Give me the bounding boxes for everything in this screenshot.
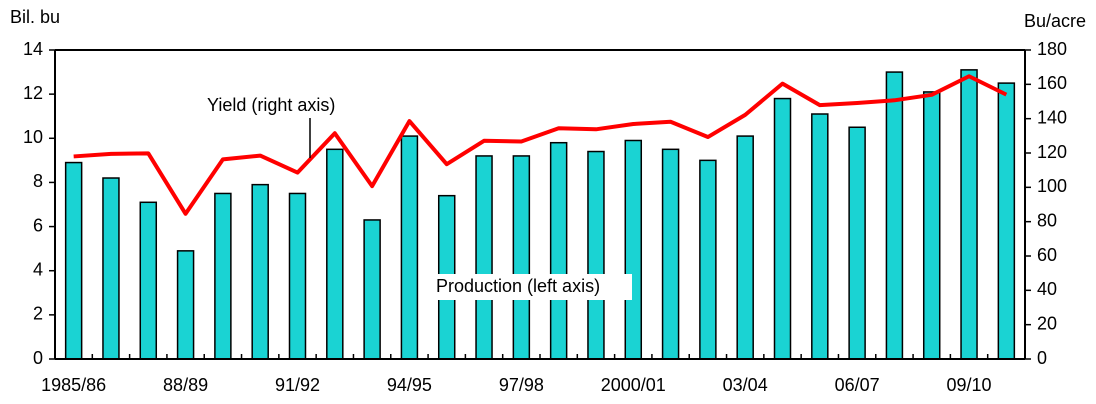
- bar: [139, 201, 158, 360]
- bar: [922, 91, 941, 360]
- annotation: Yield (right axis): [207, 95, 335, 115]
- bar: [549, 141, 568, 360]
- y-tick-label: 4: [33, 259, 43, 279]
- y2-axis-label: Bu/acre: [1024, 11, 1086, 31]
- y-tick-label: 2: [33, 304, 43, 324]
- bar: [214, 192, 232, 360]
- y2-tick-label: 40: [1037, 279, 1057, 299]
- x-tick-label: 97/98: [499, 375, 544, 395]
- x-tick-label: 03/04: [723, 375, 768, 395]
- x-tick-label: 09/10: [947, 375, 992, 395]
- y-tick-label: 8: [33, 171, 43, 191]
- line: [73, 74, 1008, 216]
- y2-tick-label: 100: [1037, 176, 1067, 196]
- y-tick-label: 0: [33, 348, 43, 368]
- bar: [400, 135, 419, 360]
- bar: [773, 97, 792, 360]
- y2-tick-label: 180: [1037, 39, 1067, 59]
- x-tick-label: 06/07: [835, 375, 880, 395]
- y-axis-label: Bil. bu: [10, 7, 60, 27]
- bar: [997, 82, 1016, 360]
- y-tick-label: 12: [23, 83, 43, 103]
- y-tick-label: 14: [23, 39, 43, 59]
- bar: [176, 250, 195, 360]
- y2-tick-label: 120: [1037, 142, 1067, 162]
- y2-tick-label: 160: [1037, 73, 1067, 93]
- x-tick-label: 94/95: [387, 375, 432, 395]
- bar: [661, 148, 680, 360]
- y2-tick-label: 0: [1037, 348, 1047, 368]
- bar: [288, 192, 307, 360]
- bar: [736, 135, 754, 360]
- x-tick-label: 88/89: [163, 375, 208, 395]
- bar: [587, 150, 605, 360]
- y2-tick-label: 20: [1037, 313, 1057, 333]
- bar: [960, 69, 978, 360]
- bar: [64, 161, 83, 360]
- bar: [699, 159, 717, 360]
- bar: [326, 148, 344, 360]
- bar: [848, 126, 866, 360]
- x-tick-label: 91/92: [275, 375, 320, 395]
- bar: [475, 155, 493, 360]
- y-tick-label: 6: [33, 215, 43, 235]
- bar: [251, 183, 269, 360]
- bar: [512, 155, 531, 360]
- bar: [102, 177, 120, 360]
- y2-tick-label: 60: [1037, 245, 1057, 265]
- y-tick-label: 10: [23, 127, 43, 147]
- annotation-bg: [432, 274, 632, 300]
- y2-tick-label: 140: [1037, 107, 1067, 127]
- bar: [363, 219, 381, 360]
- annotation: Production (left axis): [436, 276, 600, 296]
- bar: [624, 139, 643, 360]
- x-tick-label: 2000/01: [601, 375, 666, 395]
- bar: [811, 113, 829, 360]
- x-tick-label: 1985/86: [41, 375, 106, 395]
- bar: [885, 71, 904, 360]
- y2-tick-label: 80: [1037, 210, 1057, 230]
